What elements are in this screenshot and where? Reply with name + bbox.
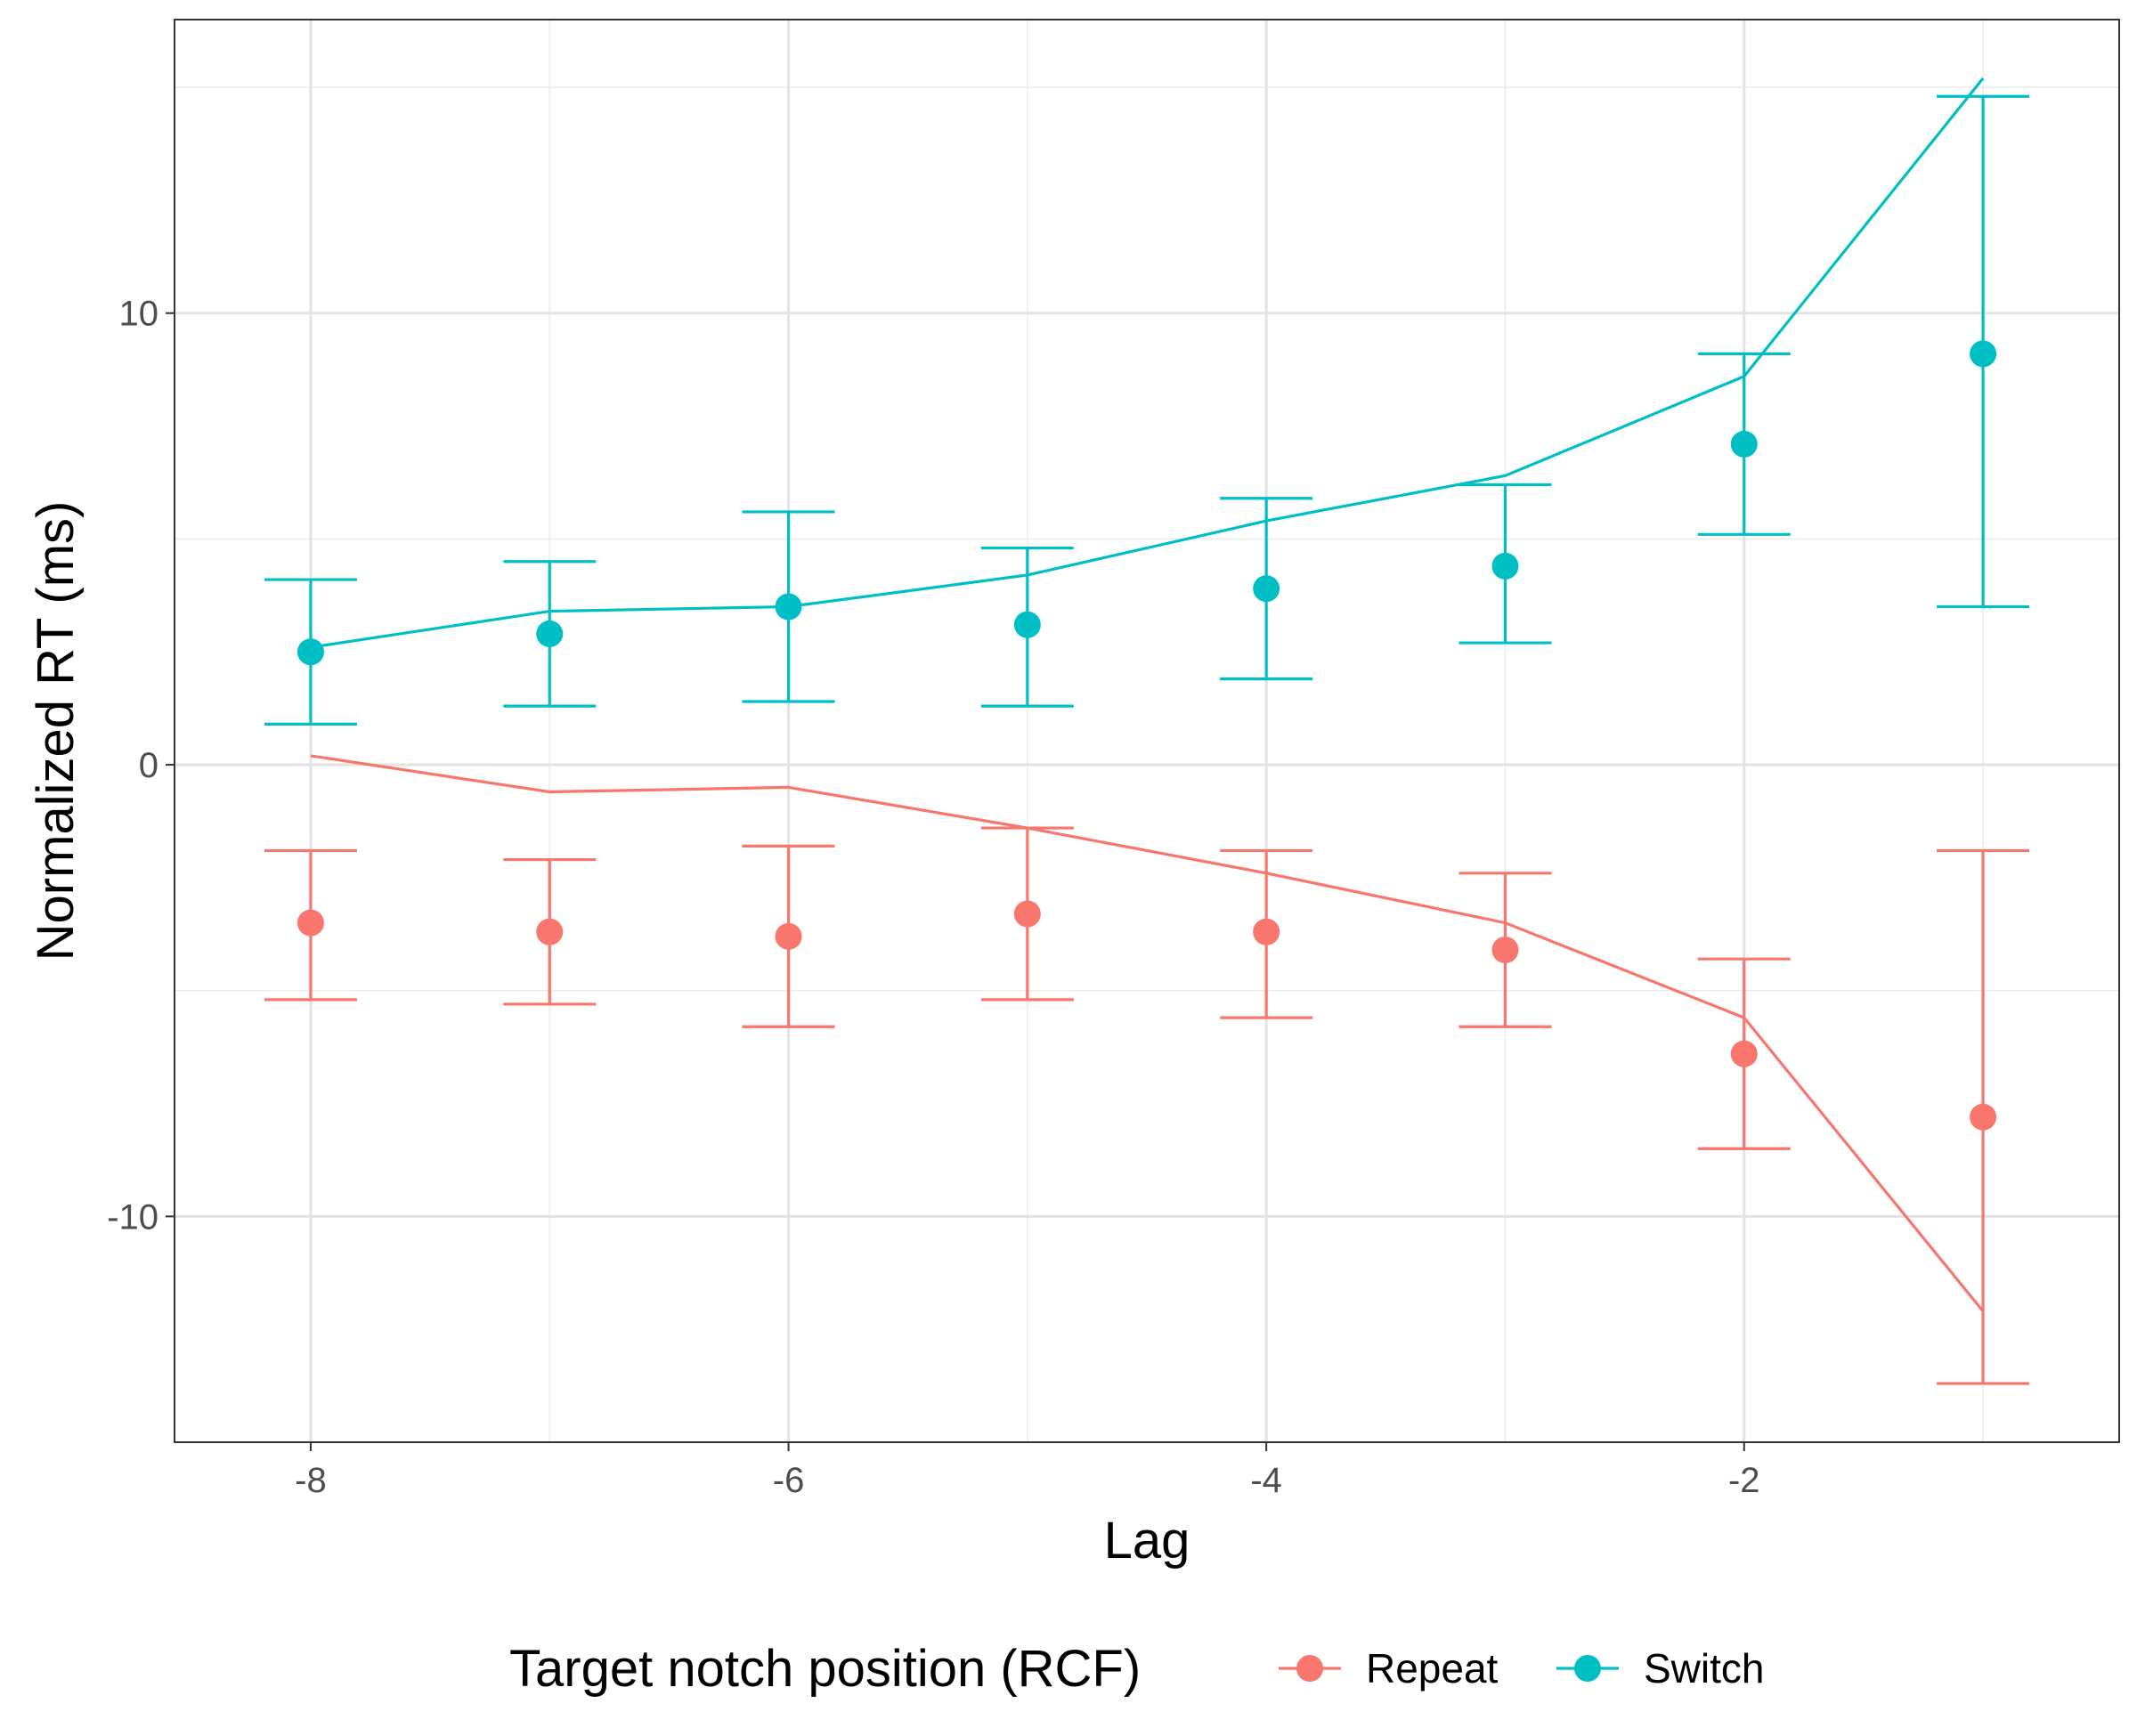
repeat-point [1491,937,1519,964]
y-axis: -10 0 10 [107,295,175,1237]
x-tick-label: -2 [1728,1461,1760,1500]
switch-point [1013,611,1041,638]
legend-key-point [1296,1655,1323,1682]
repeat-fit-line [310,754,1985,1312]
x-tick-label: -4 [1250,1461,1282,1500]
legend-item-switch: Switch [1556,1645,1764,1691]
repeat-point [1013,900,1041,928]
repeat-point [1253,918,1280,945]
legend-title: Target notch position (RCF) [509,1640,1141,1698]
legend-item-repeat: Repeat [1279,1645,1499,1691]
plot-panel [175,20,2119,1442]
switch-point [297,638,324,666]
repeat-point [1970,1103,1997,1131]
y-tick-label: -10 [107,1197,158,1237]
legend-label-repeat: Repeat [1366,1645,1499,1691]
switch-point [775,593,802,621]
x-axis-title: Lag [1104,1512,1190,1570]
y-tick-label: 0 [139,746,158,785]
switch-point [1970,340,1997,368]
repeat-point [775,922,802,950]
x-tick-label: -8 [295,1461,327,1500]
switch-fit-line [310,77,1985,649]
plot-border [174,19,2120,1443]
legend-items: Repeat Switch [1279,1645,1764,1691]
legend-key-point [1574,1655,1601,1682]
x-axis: -8 -6 -4 -2 [295,1442,1760,1500]
legend-label-switch: Switch [1644,1645,1764,1691]
switch-point [536,620,564,647]
switch-point [1253,575,1280,603]
y-tick-label: 10 [119,295,159,334]
series-switch [264,77,2030,726]
series-repeat [264,754,2030,1385]
switch-point [1730,430,1758,458]
x-tick-label: -6 [773,1461,805,1500]
repeat-point [536,918,564,945]
legend: Target notch position (RCF) Repeat Switch [509,1640,1764,1698]
repeat-point [1730,1040,1758,1067]
y-axis-title: Normalized RT (ms) [27,501,85,961]
repeat-point [297,909,324,937]
switch-point [1491,552,1519,580]
series-layer [264,77,2030,1385]
